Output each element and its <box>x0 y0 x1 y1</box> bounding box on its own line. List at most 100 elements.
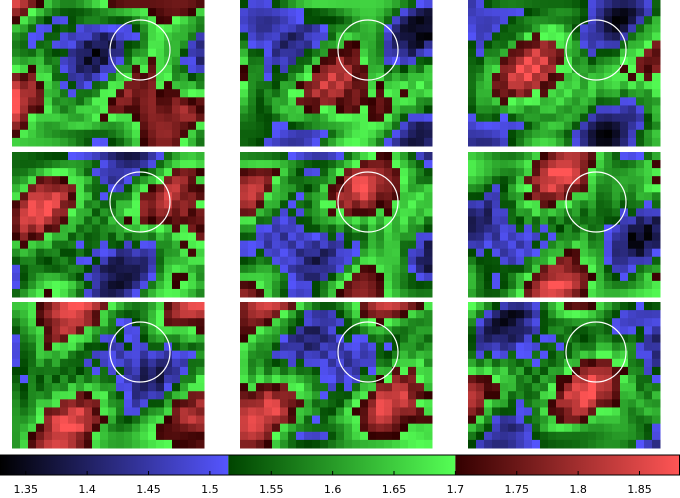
heatmap-cell <box>588 56 597 66</box>
heatmap-cell <box>612 184 621 193</box>
heatmap-cell <box>20 192 29 201</box>
heatmap-cell <box>336 391 345 400</box>
heatmap-cell <box>92 176 101 185</box>
heatmap-cell <box>108 16 117 25</box>
heatmap-cell <box>352 334 361 344</box>
heatmap-cell <box>140 40 149 50</box>
heatmap-cell <box>36 152 45 161</box>
heatmap-cell <box>352 105 361 115</box>
heatmap-cell <box>280 318 289 327</box>
heatmap-cell <box>256 439 265 449</box>
heatmap-cell <box>476 137 485 147</box>
heatmap-cell <box>556 152 565 161</box>
heatmap-cell <box>296 334 305 344</box>
heatmap-cell <box>416 232 425 242</box>
heatmap-cell <box>612 366 621 376</box>
heatmap-cell <box>548 24 557 33</box>
heatmap-cell <box>76 192 85 201</box>
heatmap-cell <box>60 366 69 376</box>
heatmap-cell <box>508 350 517 360</box>
heatmap-cell <box>312 73 321 82</box>
heatmap-cell <box>296 310 305 319</box>
heatmap-cell <box>360 272 369 282</box>
heatmap-cell <box>344 56 353 66</box>
heatmap-cell <box>108 288 117 298</box>
heatmap-cell <box>500 288 509 298</box>
heatmap-cell <box>196 431 205 441</box>
heatmap-cell <box>484 176 493 185</box>
heatmap-cell <box>344 302 353 311</box>
heatmap-cell <box>620 224 629 234</box>
heatmap-cell <box>28 326 37 335</box>
heatmap-cell <box>652 73 661 82</box>
heatmap-cell <box>288 184 297 193</box>
heatmap-cell <box>44 97 53 106</box>
heatmap-cell <box>296 439 305 449</box>
heatmap-cell <box>524 24 533 33</box>
heatmap-cell <box>336 224 345 234</box>
heatmap-cell <box>424 16 433 25</box>
heatmap-cell <box>312 342 321 352</box>
heatmap-cell <box>12 415 21 425</box>
heatmap-cell <box>100 168 109 177</box>
heatmap-cell <box>156 81 165 90</box>
tick-label: 1.6 <box>324 483 342 496</box>
heatmap-cell <box>328 439 337 449</box>
heatmap-cell <box>652 184 661 193</box>
heatmap-cell <box>352 240 361 250</box>
heatmap-cell <box>516 334 525 344</box>
heatmap-cell <box>360 24 369 33</box>
heatmap-cell <box>100 129 109 139</box>
heatmap-cell <box>172 0 181 9</box>
heatmap-cell <box>376 366 385 376</box>
heatmap-cell <box>172 168 181 177</box>
heatmap-cell <box>140 97 149 106</box>
heatmap-cell <box>476 224 485 234</box>
heatmap-cell <box>572 152 581 161</box>
heatmap-cell <box>508 160 517 169</box>
heatmap-cell <box>540 256 549 266</box>
heatmap-cell <box>652 113 661 123</box>
heatmap-cell <box>652 248 661 258</box>
heatmap-cell <box>100 256 109 266</box>
heatmap-cell <box>116 407 125 417</box>
heatmap-cell <box>492 24 501 33</box>
heatmap-cell <box>352 399 361 408</box>
heatmap-cell <box>92 8 101 17</box>
heatmap-cell <box>320 264 329 274</box>
heatmap-cell <box>28 240 37 250</box>
heatmap-cell <box>516 288 525 298</box>
heatmap-cell <box>180 334 189 344</box>
heatmap-cell <box>368 81 377 90</box>
heatmap-cell <box>328 40 337 50</box>
heatmap-cell <box>532 399 541 408</box>
heatmap-cell <box>524 97 533 106</box>
heatmap-cell <box>304 431 313 441</box>
heatmap-cell <box>44 56 53 66</box>
heatmap-cell <box>156 192 165 201</box>
heatmap-cell <box>384 137 393 147</box>
heatmap-cell <box>516 137 525 147</box>
heatmap-cell <box>424 280 433 290</box>
heatmap-cell <box>344 256 353 266</box>
heatmap-cell <box>84 264 93 274</box>
heatmap-cell <box>248 8 257 17</box>
heatmap-cell <box>564 48 573 58</box>
heatmap-cell <box>636 431 645 441</box>
heatmap-cell <box>484 56 493 66</box>
heatmap-cell <box>304 0 313 9</box>
heatmap-cell <box>636 176 645 185</box>
heatmap-cell <box>392 342 401 352</box>
heatmap-cell <box>116 248 125 258</box>
heatmap-cell <box>636 89 645 98</box>
heatmap-cell <box>312 288 321 298</box>
heatmap-cell <box>612 56 621 66</box>
heatmap-cell <box>68 248 77 258</box>
heatmap-cell <box>588 288 597 298</box>
heatmap-cell <box>20 64 29 74</box>
heatmap-cell <box>12 431 21 441</box>
heatmap-cell <box>272 40 281 50</box>
heatmap-cell <box>556 240 565 250</box>
heatmap-cell <box>172 56 181 66</box>
heatmap-cell <box>240 73 249 82</box>
